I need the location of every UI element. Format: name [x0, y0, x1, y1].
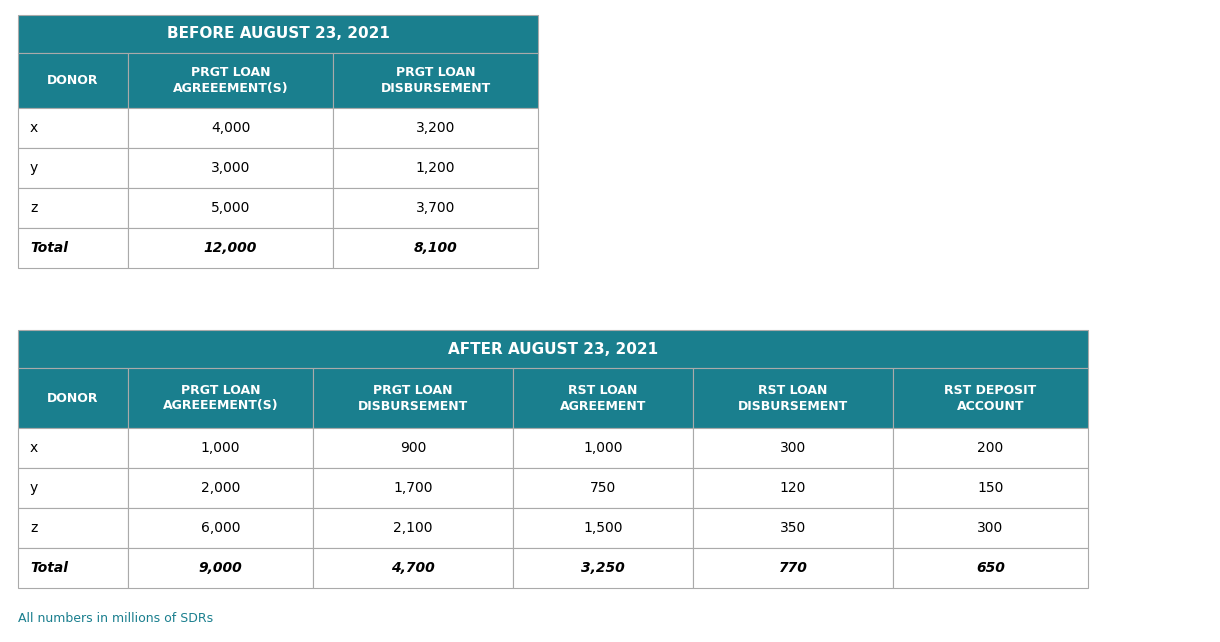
- Text: RST LOAN
AGREEMENT: RST LOAN AGREEMENT: [560, 383, 647, 413]
- Bar: [893, 468, 1088, 508]
- Bar: [18, 508, 128, 548]
- Bar: [512, 368, 693, 428]
- Bar: [893, 508, 1088, 548]
- Bar: [128, 108, 333, 148]
- Bar: [18, 53, 128, 108]
- Bar: [18, 428, 128, 468]
- Bar: [128, 508, 314, 548]
- Bar: [18, 188, 128, 228]
- Bar: [333, 53, 538, 108]
- Bar: [128, 368, 314, 428]
- Text: BEFORE AUGUST 23, 2021: BEFORE AUGUST 23, 2021: [167, 26, 389, 42]
- Text: 8,100: 8,100: [414, 241, 458, 255]
- Text: 770: 770: [778, 561, 808, 575]
- Bar: [18, 108, 128, 148]
- Text: 1,700: 1,700: [393, 481, 433, 495]
- Text: y: y: [30, 481, 38, 495]
- Bar: [314, 548, 512, 588]
- Text: 750: 750: [590, 481, 616, 495]
- Text: 650: 650: [976, 561, 1005, 575]
- Text: RST LOAN
DISBURSEMENT: RST LOAN DISBURSEMENT: [738, 383, 848, 413]
- Bar: [128, 188, 333, 228]
- Bar: [128, 53, 333, 108]
- Bar: [128, 548, 314, 588]
- Bar: [333, 228, 538, 268]
- Bar: [693, 368, 893, 428]
- Text: z: z: [30, 521, 38, 535]
- Text: 4,000: 4,000: [211, 121, 250, 135]
- Text: PRGT LOAN
AGREEEMENT(S): PRGT LOAN AGREEEMENT(S): [173, 66, 288, 95]
- Bar: [128, 148, 333, 188]
- Text: 1,000: 1,000: [583, 441, 622, 455]
- Bar: [18, 468, 128, 508]
- Bar: [693, 508, 893, 548]
- Text: 12,000: 12,000: [204, 241, 257, 255]
- Bar: [893, 548, 1088, 588]
- Text: PRGT LOAN
DISBURSEMENT: PRGT LOAN DISBURSEMENT: [381, 66, 490, 95]
- Bar: [512, 508, 693, 548]
- Text: y: y: [30, 161, 38, 175]
- Bar: [693, 428, 893, 468]
- Text: z: z: [30, 201, 38, 215]
- Text: RST DEPOSIT
ACCOUNT: RST DEPOSIT ACCOUNT: [944, 383, 1037, 413]
- Bar: [512, 428, 693, 468]
- Text: 3,200: 3,200: [416, 121, 455, 135]
- Text: 1,000: 1,000: [201, 441, 240, 455]
- Bar: [893, 428, 1088, 468]
- Bar: [893, 368, 1088, 428]
- Bar: [18, 15, 538, 53]
- Text: 350: 350: [780, 521, 806, 535]
- Text: DONOR: DONOR: [48, 74, 99, 87]
- Text: Total: Total: [30, 241, 68, 255]
- Bar: [333, 148, 538, 188]
- Text: 150: 150: [977, 481, 1004, 495]
- Text: 900: 900: [400, 441, 426, 455]
- Bar: [333, 188, 538, 228]
- Bar: [128, 228, 333, 268]
- Text: 2,100: 2,100: [393, 521, 433, 535]
- Bar: [18, 330, 1088, 368]
- Bar: [314, 468, 512, 508]
- Text: x: x: [30, 121, 38, 135]
- Text: 4,700: 4,700: [392, 561, 434, 575]
- Bar: [512, 468, 693, 508]
- Text: Total: Total: [30, 561, 68, 575]
- Text: PRGT LOAN
AGREEEMENT(S): PRGT LOAN AGREEEMENT(S): [162, 383, 278, 413]
- Bar: [333, 108, 538, 148]
- Text: 1,200: 1,200: [416, 161, 455, 175]
- Bar: [18, 148, 128, 188]
- Text: PRGT LOAN
DISBURSEMENT: PRGT LOAN DISBURSEMENT: [357, 383, 468, 413]
- Bar: [128, 468, 314, 508]
- Text: DONOR: DONOR: [48, 392, 99, 404]
- Text: 300: 300: [780, 441, 806, 455]
- Bar: [18, 228, 128, 268]
- Text: 300: 300: [977, 521, 1004, 535]
- Text: 9,000: 9,000: [199, 561, 243, 575]
- Bar: [314, 508, 512, 548]
- Text: 3,700: 3,700: [416, 201, 455, 215]
- Bar: [693, 548, 893, 588]
- Bar: [693, 468, 893, 508]
- Text: 3,000: 3,000: [211, 161, 250, 175]
- Text: AFTER AUGUST 23, 2021: AFTER AUGUST 23, 2021: [448, 342, 658, 356]
- Bar: [18, 548, 128, 588]
- Bar: [314, 368, 512, 428]
- Text: 200: 200: [977, 441, 1004, 455]
- Text: 120: 120: [780, 481, 806, 495]
- Bar: [128, 428, 314, 468]
- Text: x: x: [30, 441, 38, 455]
- Text: 1,500: 1,500: [583, 521, 622, 535]
- Text: 6,000: 6,000: [201, 521, 240, 535]
- Bar: [314, 428, 512, 468]
- Text: 5,000: 5,000: [211, 201, 250, 215]
- Bar: [512, 548, 693, 588]
- Text: All numbers in millions of SDRs: All numbers in millions of SDRs: [18, 611, 213, 625]
- Text: 2,000: 2,000: [201, 481, 240, 495]
- Text: 3,250: 3,250: [581, 561, 625, 575]
- Bar: [18, 368, 128, 428]
